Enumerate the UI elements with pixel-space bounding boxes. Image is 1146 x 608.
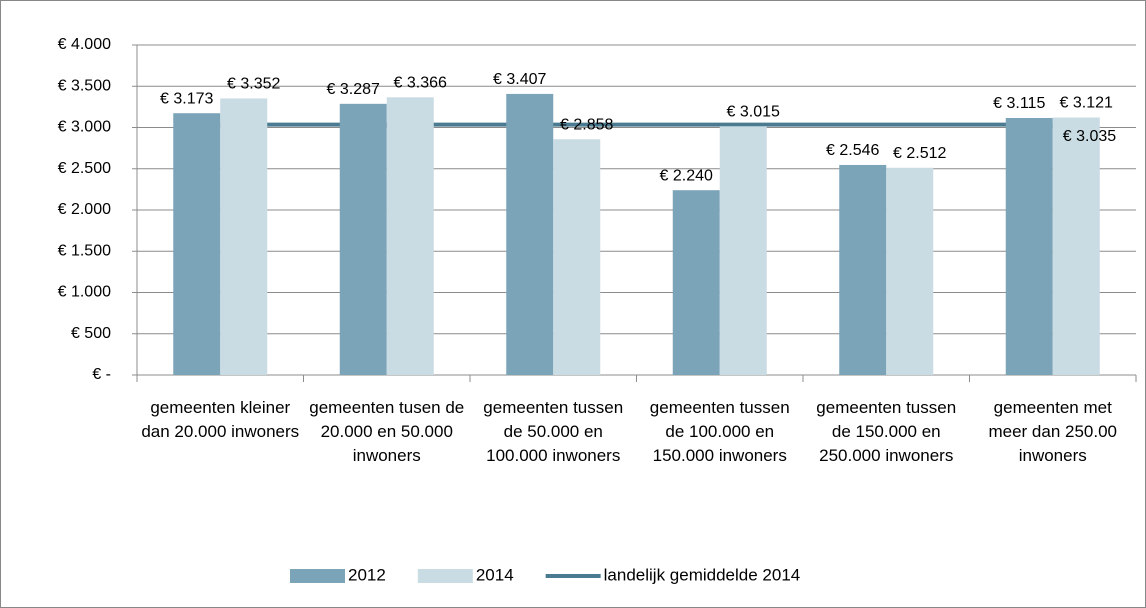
data-label: € 2.240 xyxy=(660,167,713,184)
data-label: € 3.121 xyxy=(1060,95,1113,112)
data-label: € 2.512 xyxy=(893,145,946,162)
data-label: € 3.407 xyxy=(493,71,546,88)
data-label: € 3.287 xyxy=(327,81,380,98)
bar xyxy=(1005,118,1053,375)
x-tick-label: gemeenten tusen de 20.000 en 50.000 inwo… xyxy=(309,398,465,465)
data-label: € 3.015 xyxy=(727,103,780,120)
y-tick-label: € 1.500 xyxy=(58,242,111,259)
data-label: € 3.366 xyxy=(394,75,447,92)
y-tick-label: € 3.000 xyxy=(58,119,111,136)
bar xyxy=(886,167,934,375)
y-tick-label: € 2.500 xyxy=(58,160,111,177)
data-label: € 3.115 xyxy=(993,95,1045,112)
y-tick-label: € 500 xyxy=(71,325,111,342)
legend-label: 2014 xyxy=(476,565,514,584)
x-tick-label: gemeenten tussen de 100.000 en 150.000 i… xyxy=(649,398,790,465)
data-label: € 3.352 xyxy=(227,76,280,93)
bar xyxy=(1052,117,1100,375)
y-tick-label: € 4.000 xyxy=(58,36,111,53)
bar xyxy=(839,164,887,375)
bar xyxy=(553,139,601,375)
x-tick-label: gemeenten met meer dan 250.00 inwoners xyxy=(988,398,1118,465)
legend-swatch xyxy=(417,569,473,583)
legend-label: 2012 xyxy=(348,565,386,584)
y-tick-label: € 3.500 xyxy=(58,77,111,94)
x-tick-label: gemeenten tussen de 150.000 en 250.000 i… xyxy=(816,398,957,465)
data-label: € 3.035 xyxy=(1063,128,1116,145)
bar xyxy=(672,190,720,375)
y-tick-label: € - xyxy=(92,366,111,383)
y-tick-label: € 1.000 xyxy=(58,284,111,301)
bar xyxy=(220,98,268,376)
data-label: € 2.546 xyxy=(826,142,879,159)
data-label: € 2.858 xyxy=(560,116,613,133)
legend-swatch xyxy=(290,569,345,583)
y-tick-label: € 2.000 xyxy=(58,201,111,218)
bar xyxy=(173,113,221,375)
x-tick-label: gemeenten tussen de 50.000 en 100.000 in… xyxy=(483,398,624,465)
bar xyxy=(506,93,554,376)
legend-label: landelijk gemiddelde 2014 xyxy=(604,565,801,584)
bar xyxy=(339,103,387,375)
bar xyxy=(719,126,767,375)
x-tick-label: gemeenten kleiner dan 20.000 inwoners xyxy=(141,398,300,441)
bar xyxy=(386,97,434,376)
data-label: € 3.173 xyxy=(160,90,213,107)
